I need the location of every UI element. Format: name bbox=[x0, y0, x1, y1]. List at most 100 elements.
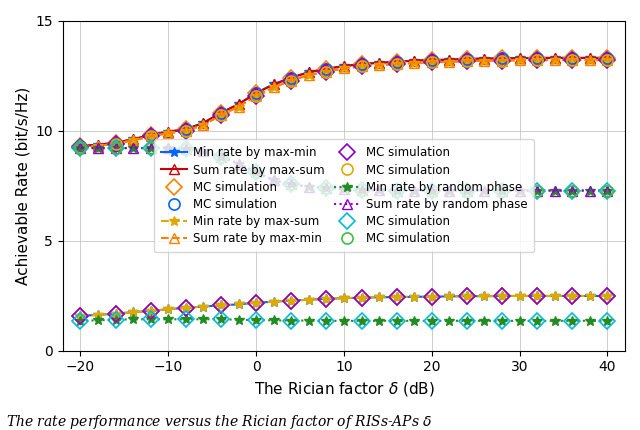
Min rate by max-min bbox=[428, 58, 436, 63]
Sum rate by max-min bbox=[77, 144, 84, 150]
Min rate by max-min bbox=[235, 101, 243, 107]
Legend: Min rate by max-min, Sum rate by max-sum, MC simulation, MC simulation, Min rate: Min rate by max-min, Sum rate by max-sum… bbox=[154, 139, 534, 252]
Sum rate by random phase bbox=[568, 188, 576, 193]
Sum rate by random phase bbox=[533, 188, 541, 193]
Sum rate by random phase bbox=[200, 149, 207, 154]
Min rate by max-sum bbox=[393, 61, 401, 67]
Min rate by max-sum bbox=[252, 93, 260, 98]
Min rate by random phase bbox=[533, 188, 541, 193]
Sum rate by max-sum bbox=[305, 70, 313, 75]
Sum rate by max-min bbox=[551, 58, 559, 63]
Min rate by random phase bbox=[287, 182, 295, 187]
Min rate by random phase bbox=[568, 188, 576, 193]
Sum rate by max-sum bbox=[340, 64, 348, 69]
Min rate by max-min bbox=[112, 140, 120, 145]
Sum rate by max-min bbox=[164, 131, 172, 136]
Min rate by max-sum bbox=[604, 58, 611, 63]
Min rate by max-min bbox=[94, 142, 102, 147]
Sum rate by max-sum bbox=[463, 56, 471, 61]
Sum rate by max-min bbox=[129, 138, 137, 143]
Sum rate by max-min bbox=[112, 141, 120, 146]
Min rate by random phase bbox=[586, 188, 594, 193]
X-axis label: The Rician factor $\delta$ (dB): The Rician factor $\delta$ (dB) bbox=[253, 380, 435, 398]
Sum rate by random phase bbox=[340, 187, 348, 192]
Sum rate by random phase bbox=[305, 184, 313, 189]
Sum rate by max-min bbox=[604, 58, 611, 63]
Sum rate by random phase bbox=[358, 187, 365, 193]
Min rate by max-sum bbox=[533, 58, 541, 63]
Min rate by random phase bbox=[217, 154, 225, 160]
Min rate by random phase bbox=[358, 187, 365, 193]
Sum rate by random phase bbox=[428, 188, 436, 193]
Sum rate by max-min bbox=[481, 58, 488, 63]
Min rate by max-sum bbox=[410, 60, 418, 65]
Min rate by max-min bbox=[200, 120, 207, 126]
Min rate by max-sum bbox=[305, 73, 313, 78]
Min rate by max-sum bbox=[77, 144, 84, 150]
Min rate by max-sum bbox=[375, 63, 383, 68]
Sum rate by random phase bbox=[164, 145, 172, 150]
Min rate by max-min bbox=[147, 132, 155, 138]
Sum rate by max-sum bbox=[164, 129, 172, 134]
Sum rate by random phase bbox=[516, 188, 524, 193]
Min rate by random phase bbox=[393, 188, 401, 193]
Min rate by random phase bbox=[164, 145, 172, 150]
Sum rate by max-sum bbox=[252, 91, 260, 96]
Line: Min rate by max-min: Min rate by max-min bbox=[76, 53, 612, 151]
Sum rate by max-sum bbox=[481, 56, 488, 61]
Sum rate by random phase bbox=[463, 188, 471, 193]
Min rate by max-min bbox=[77, 143, 84, 148]
Min rate by random phase bbox=[551, 188, 559, 193]
Min rate by max-min bbox=[375, 60, 383, 65]
Sum rate by max-sum bbox=[533, 55, 541, 61]
Min rate by max-sum bbox=[586, 58, 594, 63]
Sum rate by max-min bbox=[568, 58, 576, 63]
Sum rate by max-min bbox=[147, 134, 155, 139]
Sum rate by random phase bbox=[112, 145, 120, 150]
Sum rate by max-min bbox=[340, 66, 348, 71]
Min rate by random phase bbox=[323, 186, 330, 191]
Min rate by max-min bbox=[410, 58, 418, 63]
Sum rate by max-sum bbox=[428, 58, 436, 63]
Min rate by max-sum bbox=[235, 104, 243, 109]
Sum rate by max-min bbox=[305, 73, 313, 78]
Sum rate by max-min bbox=[393, 61, 401, 67]
Sum rate by random phase bbox=[375, 188, 383, 193]
Sum rate by random phase bbox=[147, 145, 155, 150]
Sum rate by max-min bbox=[445, 59, 453, 64]
Sum rate by max-min bbox=[428, 60, 436, 65]
Sum rate by max-min bbox=[375, 63, 383, 68]
Sum rate by max-sum bbox=[498, 56, 506, 61]
Min rate by max-min bbox=[481, 56, 488, 61]
Min rate by max-min bbox=[516, 55, 524, 61]
Min rate by max-min bbox=[551, 55, 559, 61]
Line: Min rate by random phase: Min rate by random phase bbox=[76, 143, 612, 195]
Sum rate by max-min bbox=[533, 58, 541, 63]
Min rate by max-sum bbox=[164, 131, 172, 136]
Min rate by random phase bbox=[147, 145, 155, 150]
Sum rate by random phase bbox=[445, 188, 453, 193]
Min rate by max-min bbox=[305, 70, 313, 75]
Sum rate by max-sum bbox=[323, 66, 330, 71]
Sum rate by random phase bbox=[217, 154, 225, 160]
Min rate by max-min bbox=[287, 75, 295, 80]
Sum rate by random phase bbox=[604, 188, 611, 193]
Min rate by random phase bbox=[112, 145, 120, 150]
Sum rate by random phase bbox=[252, 170, 260, 175]
Min rate by max-min bbox=[393, 59, 401, 64]
Sum rate by max-sum bbox=[270, 82, 278, 87]
Min rate by max-sum bbox=[217, 113, 225, 118]
Sum rate by max-sum bbox=[516, 55, 524, 61]
Min rate by max-sum bbox=[112, 141, 120, 146]
Min rate by random phase bbox=[129, 145, 137, 150]
Min rate by random phase bbox=[252, 170, 260, 175]
Min rate by max-min bbox=[164, 129, 172, 134]
Min rate by max-sum bbox=[568, 58, 576, 63]
Sum rate by random phase bbox=[270, 178, 278, 183]
Min rate by max-sum bbox=[200, 123, 207, 128]
Y-axis label: Achievable Rate (bit/s/Hz): Achievable Rate (bit/s/Hz) bbox=[15, 86, 30, 285]
Min rate by random phase bbox=[498, 188, 506, 193]
Min rate by max-min bbox=[217, 111, 225, 116]
Min rate by max-sum bbox=[323, 69, 330, 74]
Min rate by max-min bbox=[568, 55, 576, 61]
